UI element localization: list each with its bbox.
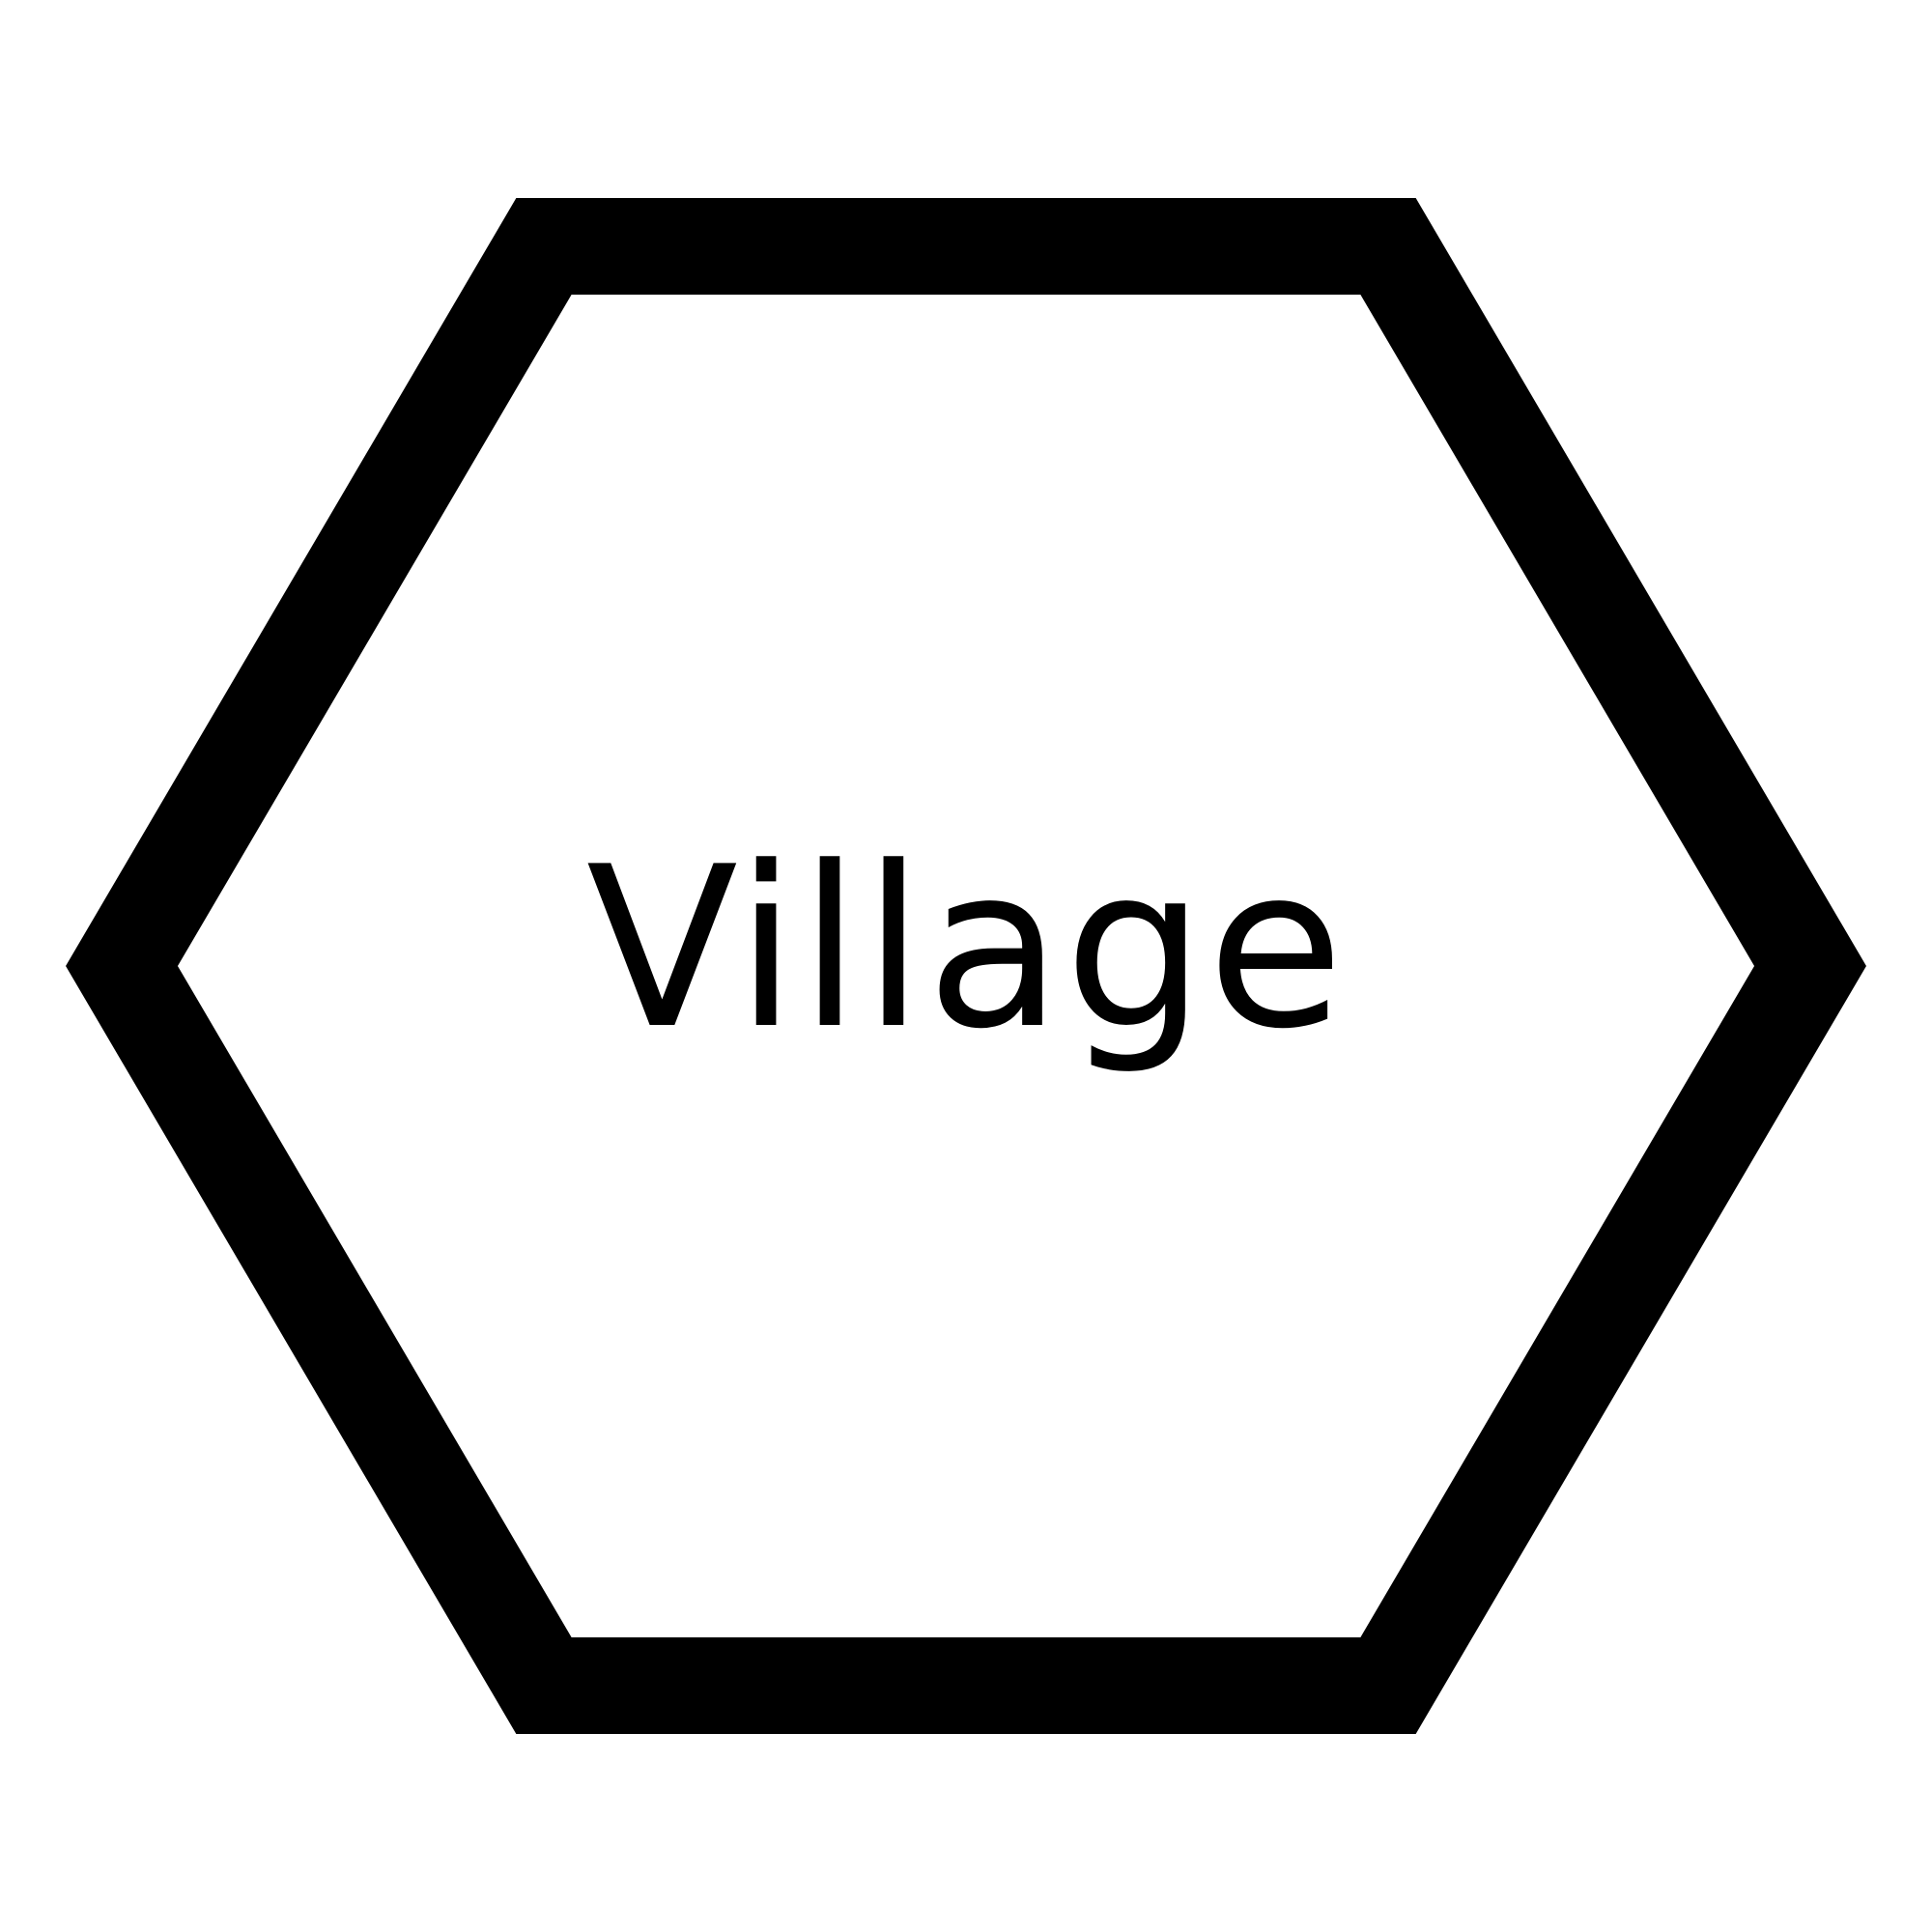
hexagon-outline	[66, 198, 1866, 1734]
tile-label: Village	[585, 820, 1347, 1078]
